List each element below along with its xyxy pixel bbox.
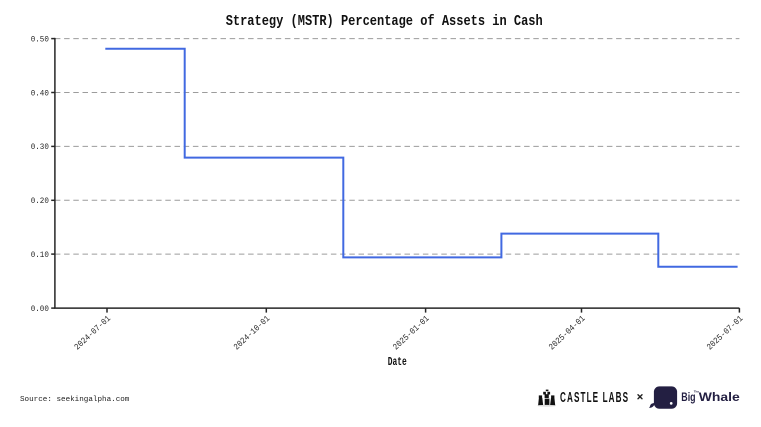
svg-text:The: The: [694, 389, 700, 393]
svg-text:CASTLE LABS: CASTLE LABS: [560, 390, 629, 406]
svg-text:Big: Big: [681, 391, 695, 404]
svg-text:0.20: 0.20: [31, 196, 49, 206]
svg-text:0.50: 0.50: [31, 34, 49, 44]
svg-text:0.30: 0.30: [31, 142, 49, 152]
svg-text:0.40: 0.40: [31, 88, 49, 98]
svg-text:Whale: Whale: [699, 391, 741, 404]
svg-text:Date: Date: [388, 356, 407, 369]
svg-text:Strategy (MSTR) Percentage of: Strategy (MSTR) Percentage of Assets in …: [226, 12, 543, 30]
svg-text:0.00: 0.00: [31, 304, 49, 314]
svg-text:Source: seekingalpha.com: Source: seekingalpha.com: [20, 396, 130, 404]
svg-text:0.10: 0.10: [31, 250, 49, 260]
